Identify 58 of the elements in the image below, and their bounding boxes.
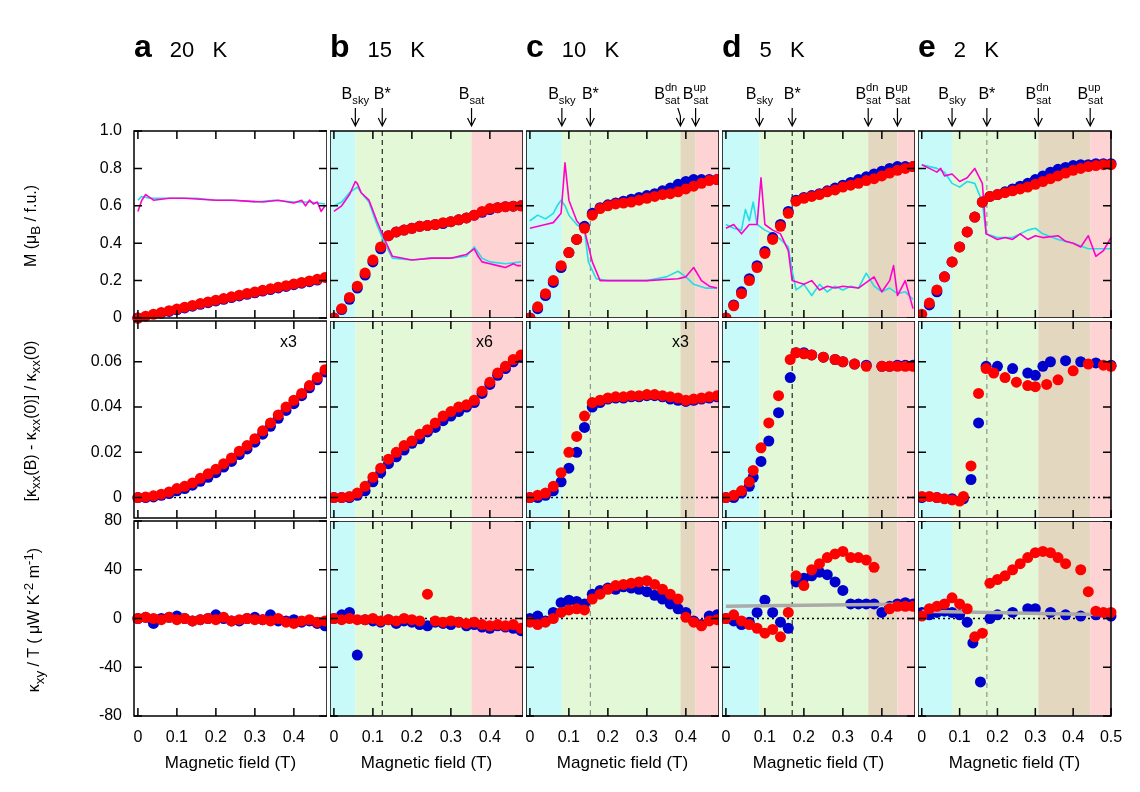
y-tick-label: 40 [104,560,123,578]
annotation: B* [581,85,599,102]
x-tick-label: 0.1 [948,728,971,746]
chart-title: b 15 K [330,28,425,64]
y-tick-label: 80 [104,511,123,529]
x-tick-label: 0.4 [674,728,698,746]
y-tick-label: 0.04 [90,397,123,415]
y-tick-label: 0.02 [90,442,123,460]
chart-title: d 5 K [722,28,805,64]
y-tick-label: -80 [98,706,123,724]
y-tick-label: 0.4 [99,233,123,251]
x-tick-label: 0 [721,728,731,746]
y-tick-label: 0.6 [99,196,123,214]
y-tick-label: 0 [113,488,123,506]
chart-title: c 10 K [526,28,620,64]
x-tick-label: 0.3 [243,728,267,746]
y-tick-label: 0.2 [99,271,123,289]
x-tick-label: 0.1 [557,728,581,746]
y-tick-label: 0.8 [99,158,123,176]
annotation: B* [783,85,801,102]
chart-title: e 2 K [918,28,999,64]
x-tick-label: 0.2 [400,728,424,746]
annotation: x6 [476,333,494,350]
x-tick-label: 0 [329,728,339,746]
annotation: x3 [672,333,690,350]
x-tick-label: 0 [133,728,143,746]
annotation: B* [978,85,996,102]
x-tick-label: 0.2 [204,728,228,746]
annotation: B* [373,85,391,102]
x-tick-label: 0.2 [792,728,816,746]
x-tick-label: 0.1 [361,728,385,746]
x-tick-label: 0 [525,728,535,746]
x-axis-title: Magnetic field (T) [360,753,493,773]
y-tick-label: 0.06 [90,352,123,370]
x-tick-label: 0.4 [1062,728,1085,746]
x-tick-label: 0.4 [478,728,502,746]
x-tick-label: 0.3 [439,728,463,746]
x-tick-label: 0.4 [870,728,894,746]
x-axis-title: Magnetic field (T) [164,753,297,773]
x-axis-title: Magnetic field (T) [752,753,885,773]
chart-title: a 20 K [134,28,228,64]
x-tick-label: 0.3 [1024,728,1047,746]
y-tick-label: 0 [113,308,123,326]
x-axis-title: Magnetic field (T) [948,753,1081,773]
x-tick-label: 0.1 [753,728,777,746]
y-tick-label: -40 [98,657,123,675]
x-tick-label: 0.4 [282,728,306,746]
x-tick-label: 0.3 [831,728,855,746]
x-tick-label: 0 [917,728,927,746]
y-tick-label: 1.0 [99,121,123,139]
x-tick-label: 0.3 [635,728,659,746]
y-tick-label: 0 [113,608,123,626]
x-tick-label: 0.2 [596,728,620,746]
x-tick-label: 0.2 [986,728,1009,746]
x-tick-label: 0.1 [165,728,189,746]
annotation: x3 [280,333,298,350]
x-tick-label: 0.5 [1099,728,1123,746]
x-axis-title: Magnetic field (T) [556,753,689,773]
